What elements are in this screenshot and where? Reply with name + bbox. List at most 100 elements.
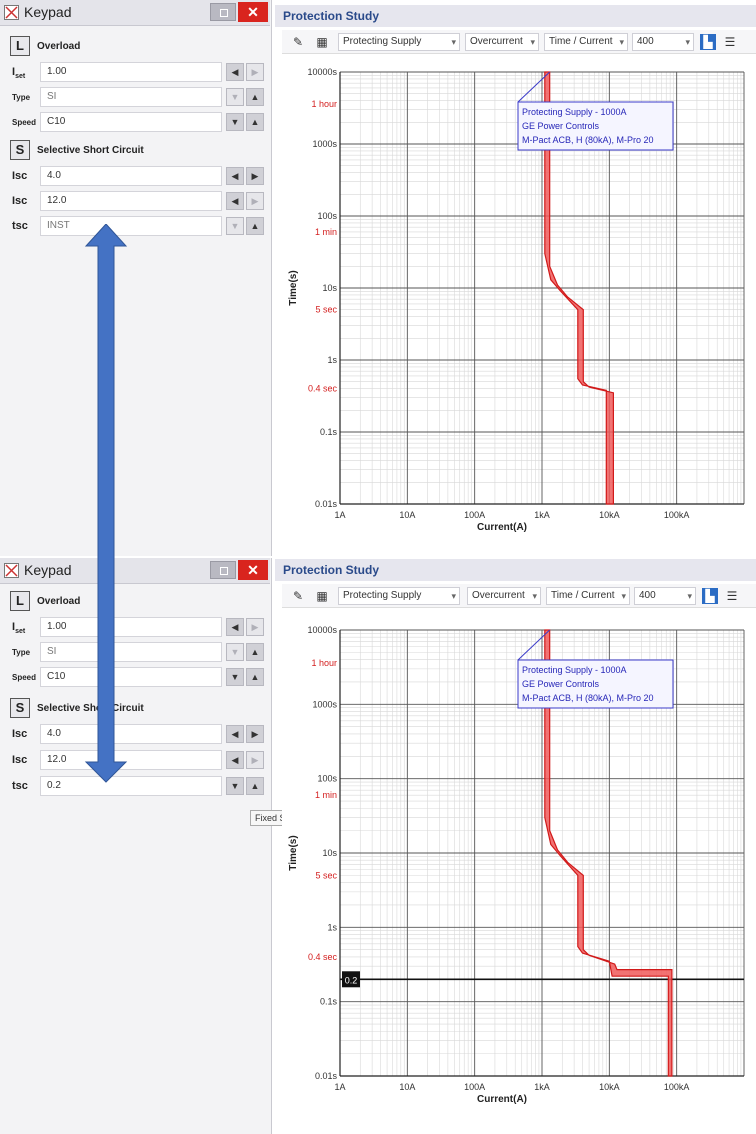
y-tick-label: 0.1s <box>320 997 338 1007</box>
isc2-field[interactable]: 12.0 <box>40 191 222 211</box>
speed-up-button[interactable]: ▲ <box>246 668 264 686</box>
x-tick-label: 10kA <box>599 510 620 520</box>
type-field[interactable]: SI <box>40 87 222 107</box>
settings-icon[interactable]: ☰ <box>726 589 738 603</box>
settings-icon[interactable]: ☰ <box>724 35 736 49</box>
y-tick-label: 10s <box>322 848 337 858</box>
trip-curve-band[interactable] <box>544 71 614 505</box>
overload-icon: L <box>10 36 30 56</box>
annotation-leader <box>517 71 551 103</box>
tsc-field[interactable]: 0.2 <box>40 776 222 796</box>
type-up-button[interactable]: ▲ <box>246 88 264 106</box>
pencil-icon[interactable]: ✎ <box>292 35 304 49</box>
y-marker-label: 1 min <box>315 227 337 237</box>
tsc-label: tsc <box>12 780 28 792</box>
y-tick-label: 1000s <box>312 139 337 149</box>
close-button[interactable]: ✕ <box>238 2 268 22</box>
tcc-chart-top[interactable]: 1A 10A 100A 1kA 10kA 100kA 0.01s 0.1s 1s 10s 100s 1… <box>282 56 756 554</box>
iset-field[interactable]: 1.00 <box>40 62 222 82</box>
y-marker-label: 5 sec <box>315 870 337 880</box>
pin-icon[interactable] <box>210 3 236 21</box>
type-field[interactable]: SI <box>40 642 222 662</box>
isc1-decrease-button[interactable]: ◀ <box>226 725 244 743</box>
isc1-increase-button[interactable]: ▶ <box>246 725 264 743</box>
y-tick-label: 100s <box>317 774 337 784</box>
tsc-up-button[interactable]: ▲ <box>246 217 264 235</box>
device-dropdown[interactable]: Protecting Supply <box>338 587 460 605</box>
y-axis-label: Time(s) <box>288 835 299 870</box>
iset-increase-button[interactable]: ▶ <box>246 63 264 81</box>
annotation-leader <box>517 629 551 661</box>
y-tick-label: 1000s <box>312 699 337 709</box>
device-dropdown[interactable]: Protecting Supply <box>338 33 460 51</box>
tsc-down-button[interactable]: ▼ <box>226 777 244 795</box>
isc2-increase-button[interactable]: ▶ <box>246 751 264 769</box>
mode-dropdown[interactable]: Overcurrent <box>465 33 539 51</box>
type-down-button[interactable]: ▼ <box>226 88 244 106</box>
x-tick-label: 100kA <box>664 1082 690 1092</box>
voltage-dropdown[interactable]: 400 <box>632 33 694 51</box>
mode-dropdown[interactable]: Overcurrent <box>467 587 541 605</box>
x-tick-label: 1A <box>334 1082 345 1092</box>
y-marker-label: 1 hour <box>311 99 337 109</box>
pin-icon[interactable] <box>210 561 236 579</box>
speed-down-button[interactable]: ▼ <box>226 113 244 131</box>
annotation-box[interactable] <box>517 101 674 151</box>
isc1-field[interactable]: 4.0 <box>40 724 222 744</box>
y-marker-label: 0.4 sec <box>308 952 338 962</box>
pencil-icon[interactable]: ✎ <box>292 589 304 603</box>
tsc-up-button[interactable]: ▲ <box>246 777 264 795</box>
isc2-label: Isc <box>12 754 28 766</box>
close-button[interactable]: ✕ <box>238 560 268 580</box>
iset-decrease-button[interactable]: ◀ <box>226 618 244 636</box>
iset-increase-button[interactable]: ▶ <box>246 618 264 636</box>
type-up-button[interactable]: ▲ <box>246 643 264 661</box>
tsc-field[interactable]: INST <box>40 216 222 236</box>
isc2-increase-button[interactable]: ▶ <box>246 192 264 210</box>
isc2-field[interactable]: 12.0 <box>40 750 222 770</box>
isc1-field[interactable]: 4.0 <box>40 166 222 186</box>
curve-type-dropdown[interactable]: Time / Current <box>544 33 628 51</box>
speed-field[interactable]: C10 <box>40 667 222 687</box>
protection-study-title: Protection Study <box>275 559 756 581</box>
annotation-line: Protecting Supply - 1000A <box>522 107 627 117</box>
voltage-dropdown[interactable]: 400 <box>634 587 696 605</box>
isc2-decrease-button[interactable]: ◀ <box>226 192 244 210</box>
speed-down-button[interactable]: ▼ <box>226 668 244 686</box>
isc1-increase-button[interactable]: ▶ <box>246 167 264 185</box>
speed-up-button[interactable]: ▲ <box>246 113 264 131</box>
comparison-arrow <box>84 224 128 783</box>
annotation-line: M-Pact ACB, H (80kA), M-Pro 20 <box>522 693 654 703</box>
curve-icon[interactable]: ▙ <box>700 34 716 50</box>
type-down-button[interactable]: ▼ <box>226 643 244 661</box>
speed-field[interactable]: C10 <box>40 112 222 132</box>
annotation-box[interactable] <box>517 659 674 709</box>
tsc-down-button[interactable]: ▼ <box>226 217 244 235</box>
y-marker-label: 0.4 sec <box>308 384 338 394</box>
type-label: Type <box>12 93 31 102</box>
keypad-titlebar: Keypad ✕ <box>0 0 270 26</box>
x-tick-label: 1A <box>334 510 345 520</box>
table-icon[interactable]: ▦ <box>316 589 328 603</box>
iset-decrease-button[interactable]: ◀ <box>226 63 244 81</box>
overload-label: Overload <box>37 41 81 52</box>
annotation-line: GE Power Controls <box>522 679 600 689</box>
overload-label: Overload <box>37 596 81 607</box>
trip-curve-band[interactable] <box>544 629 673 1077</box>
isc1-decrease-button[interactable]: ◀ <box>226 167 244 185</box>
curve-type-dropdown[interactable]: Time / Current <box>546 587 630 605</box>
iset-field[interactable]: 1.00 <box>40 617 222 637</box>
y-marker-label: 1 min <box>315 790 337 800</box>
isc2-decrease-button[interactable]: ◀ <box>226 751 244 769</box>
keypad-title: Keypad <box>24 4 72 20</box>
speed-label: Speed <box>12 673 37 682</box>
y-tick-label: 1s <box>327 922 337 932</box>
table-icon[interactable]: ▦ <box>316 35 328 49</box>
keypad-icon <box>4 563 19 578</box>
y-tick-label: 100s <box>317 211 337 221</box>
curve-icon[interactable]: ▙ <box>702 588 718 604</box>
y-marker-label: 1 hour <box>311 658 337 668</box>
y-tick-label: 0.01s <box>315 1071 338 1081</box>
y-tick-label: 10000s <box>307 625 337 635</box>
tcc-chart-bottom[interactable]: 1A 10A 100A 1kA 10kA 100kA 0.01s 0.1s 1s 10s 100s 1… <box>282 610 756 1134</box>
